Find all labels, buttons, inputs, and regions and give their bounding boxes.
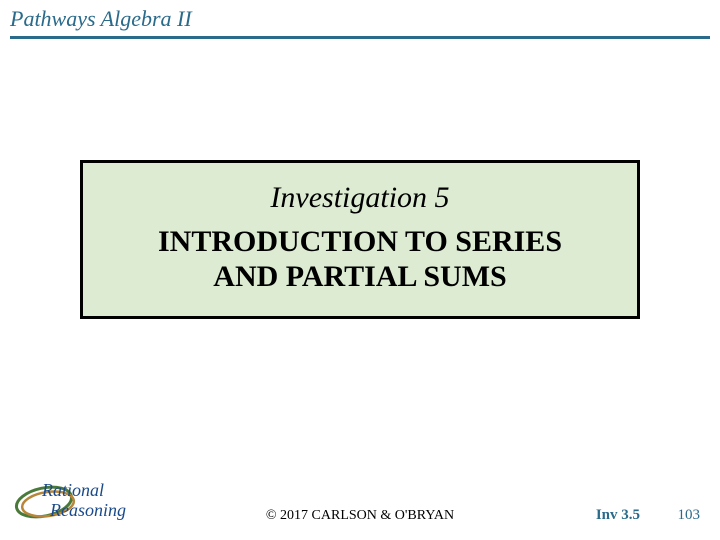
- slide-footer: Rational Reasoning © 2017 CARLSON & O'BR…: [0, 470, 720, 540]
- header-rule: [10, 36, 710, 39]
- main-title: INTRODUCTION TO SERIES AND PARTIAL SUMS: [103, 225, 617, 294]
- investigation-number: Inv 3.5: [596, 507, 640, 524]
- page-number: 103: [678, 507, 701, 524]
- course-title: Pathways Algebra II: [10, 6, 710, 34]
- title-box: Investigation 5 INTRODUCTION TO SERIES A…: [80, 160, 640, 319]
- title-line-1: INTRODUCTION TO SERIES: [158, 225, 562, 258]
- title-line-2: AND PARTIAL SUMS: [213, 260, 506, 293]
- svg-text:Rational: Rational: [41, 480, 104, 500]
- slide-header: Pathways Algebra II: [0, 0, 720, 39]
- investigation-label: Investigation 5: [103, 181, 617, 215]
